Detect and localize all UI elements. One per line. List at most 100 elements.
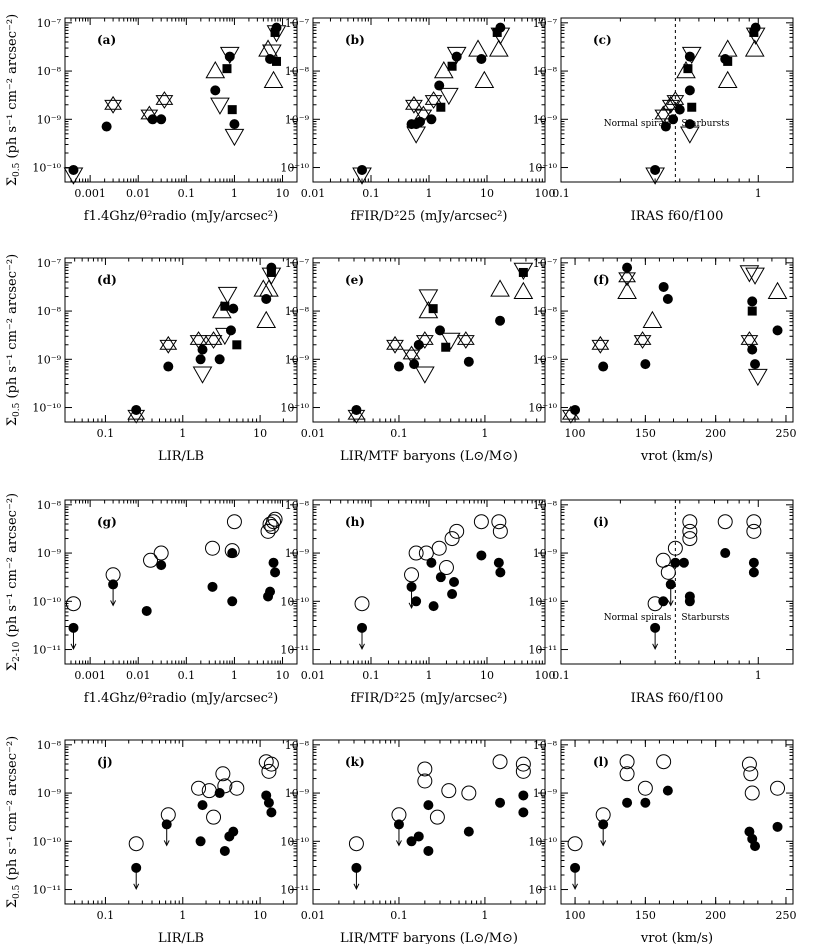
point-open-circle — [404, 567, 420, 583]
point-filled — [266, 807, 277, 818]
upper-limit-arrow — [359, 631, 365, 650]
panel-c: 10⁻¹⁰ 10⁻⁹ 10⁻⁸ 10⁻⁷ 0.1 1 Normal spirals Starb… — [528, 17, 794, 224]
x-tick-label: 100 — [535, 187, 556, 200]
point-filled — [268, 557, 279, 568]
upper-limit-arrow — [353, 871, 360, 890]
y-tick-label: 10⁻⁹ — [533, 547, 558, 560]
x-axis-label: LIR/MTF baryons (L⊙/M⊙) — [340, 449, 518, 464]
y-tick-label: 10⁻¹¹ — [32, 644, 61, 657]
y-tick-label: 10⁻¹¹ — [280, 884, 309, 897]
point-star — [424, 91, 443, 109]
point-filled — [207, 581, 218, 592]
point-open-circle — [418, 545, 434, 561]
y-axis-label: Σ0.5 (ph s⁻¹ cm⁻² arcsec⁻²) — [5, 736, 22, 908]
point-triangle-up — [642, 310, 663, 328]
x-tick-label: 100 — [535, 669, 556, 682]
point-filled — [495, 797, 506, 808]
panel-e: 10⁻¹⁰ 10⁻⁹ 10⁻⁸ 10⁻⁷ 0.01 0.1 1 (e) LIR/MTF bary… — [280, 257, 546, 464]
x-tick-label: 250 — [775, 427, 796, 440]
panel-frame — [560, 257, 794, 423]
point-star — [415, 331, 434, 349]
point-square — [272, 56, 282, 66]
point-filled — [270, 567, 281, 578]
x-tick-label: 0.1 — [97, 427, 115, 440]
point-filled — [640, 797, 651, 808]
point-triangle-up — [717, 39, 738, 57]
point-star — [456, 331, 475, 349]
point-filled — [68, 164, 79, 175]
point-triangle-down — [418, 289, 439, 307]
point-filled — [447, 589, 458, 600]
x-tick-label: 10 — [480, 669, 494, 682]
data-points — [127, 262, 282, 424]
point-open-circle — [153, 545, 169, 561]
y-tick-label: 10⁻⁸ — [37, 65, 62, 78]
point-filled — [434, 80, 445, 91]
point-open-circle — [143, 552, 159, 568]
x-tick-label: 10 — [276, 187, 290, 200]
upper-limit-arrow — [652, 631, 659, 650]
data-points — [645, 22, 766, 185]
y-axis-subscript: 0.5 — [12, 402, 22, 417]
y-tick-label: 10⁻¹⁰ — [280, 595, 309, 608]
point-filled — [156, 560, 167, 571]
panel-label: (l) — [593, 755, 609, 769]
y-tick-label: 10⁻¹⁰ — [528, 595, 557, 608]
point-filled — [357, 164, 368, 175]
annotation-normal-spirals: Normal spirals — [604, 613, 672, 623]
point-filled — [228, 303, 239, 314]
point-filled — [748, 557, 759, 568]
point-filled — [772, 821, 783, 832]
point-filled — [156, 114, 167, 125]
x-axis-label: f1.4Ghz/θ²radio (mJy/arcsec²) — [84, 691, 278, 706]
point-triangle-down — [446, 46, 467, 65]
x-axis-label: vrot (km/s) — [640, 449, 713, 464]
point-filled — [141, 605, 152, 616]
point-triangle-down — [261, 44, 282, 62]
point-triangle-down — [266, 25, 287, 43]
point-open-circle — [619, 754, 635, 770]
x-tick-label: 250 — [775, 909, 796, 922]
point-filled — [195, 836, 206, 847]
y-tick-label: 10⁻¹⁰ — [528, 162, 557, 175]
panel-frame — [560, 17, 794, 183]
point-square — [518, 267, 528, 277]
point-filled — [748, 567, 759, 578]
point-filled — [684, 596, 695, 607]
point-open-circle — [429, 809, 445, 825]
y-tick-label: 10⁻¹⁰ — [528, 402, 557, 415]
point-star — [204, 331, 223, 349]
point-triangle-up — [205, 61, 226, 79]
point-filled — [406, 581, 417, 592]
panel-label: (k) — [345, 755, 365, 769]
x-tick-label: 0.1 — [362, 187, 380, 200]
y-tick-label: 10⁻⁸ — [533, 65, 558, 78]
y-tick-label: 10⁻⁹ — [285, 113, 310, 126]
point-filled — [622, 797, 633, 808]
y-tick-label: 10⁻⁸ — [285, 65, 310, 78]
y-tick-label: 10⁻¹¹ — [528, 884, 557, 897]
point-filled — [750, 359, 761, 370]
point-triangle-up — [474, 70, 495, 88]
point-star — [633, 331, 652, 349]
y-axis-symbol: Σ — [5, 177, 20, 186]
panel-frame — [560, 739, 794, 905]
point-filled — [570, 862, 581, 873]
y-tick-label: 10⁻¹¹ — [32, 884, 61, 897]
point-triangle-down — [224, 128, 245, 147]
point-square — [687, 102, 697, 112]
y-tick-label: 10⁻⁹ — [533, 113, 558, 126]
point-triangle-down — [681, 46, 702, 65]
point-open-circle — [656, 754, 672, 770]
point-open-circle — [191, 780, 207, 796]
x-tick-label: 1 — [231, 187, 238, 200]
point-filled — [68, 622, 79, 633]
point-square — [723, 56, 733, 66]
point-triangle-up — [744, 39, 765, 57]
x-tick-label: 0.1 — [552, 669, 570, 682]
point-triangle-down — [438, 87, 459, 106]
point-open-circle — [744, 785, 760, 801]
x-axis-label: IRAS f60/f100 — [631, 691, 724, 706]
y-tick-label: 10⁻⁹ — [37, 787, 62, 800]
y-tick-label: 10⁻¹⁰ — [32, 835, 61, 848]
